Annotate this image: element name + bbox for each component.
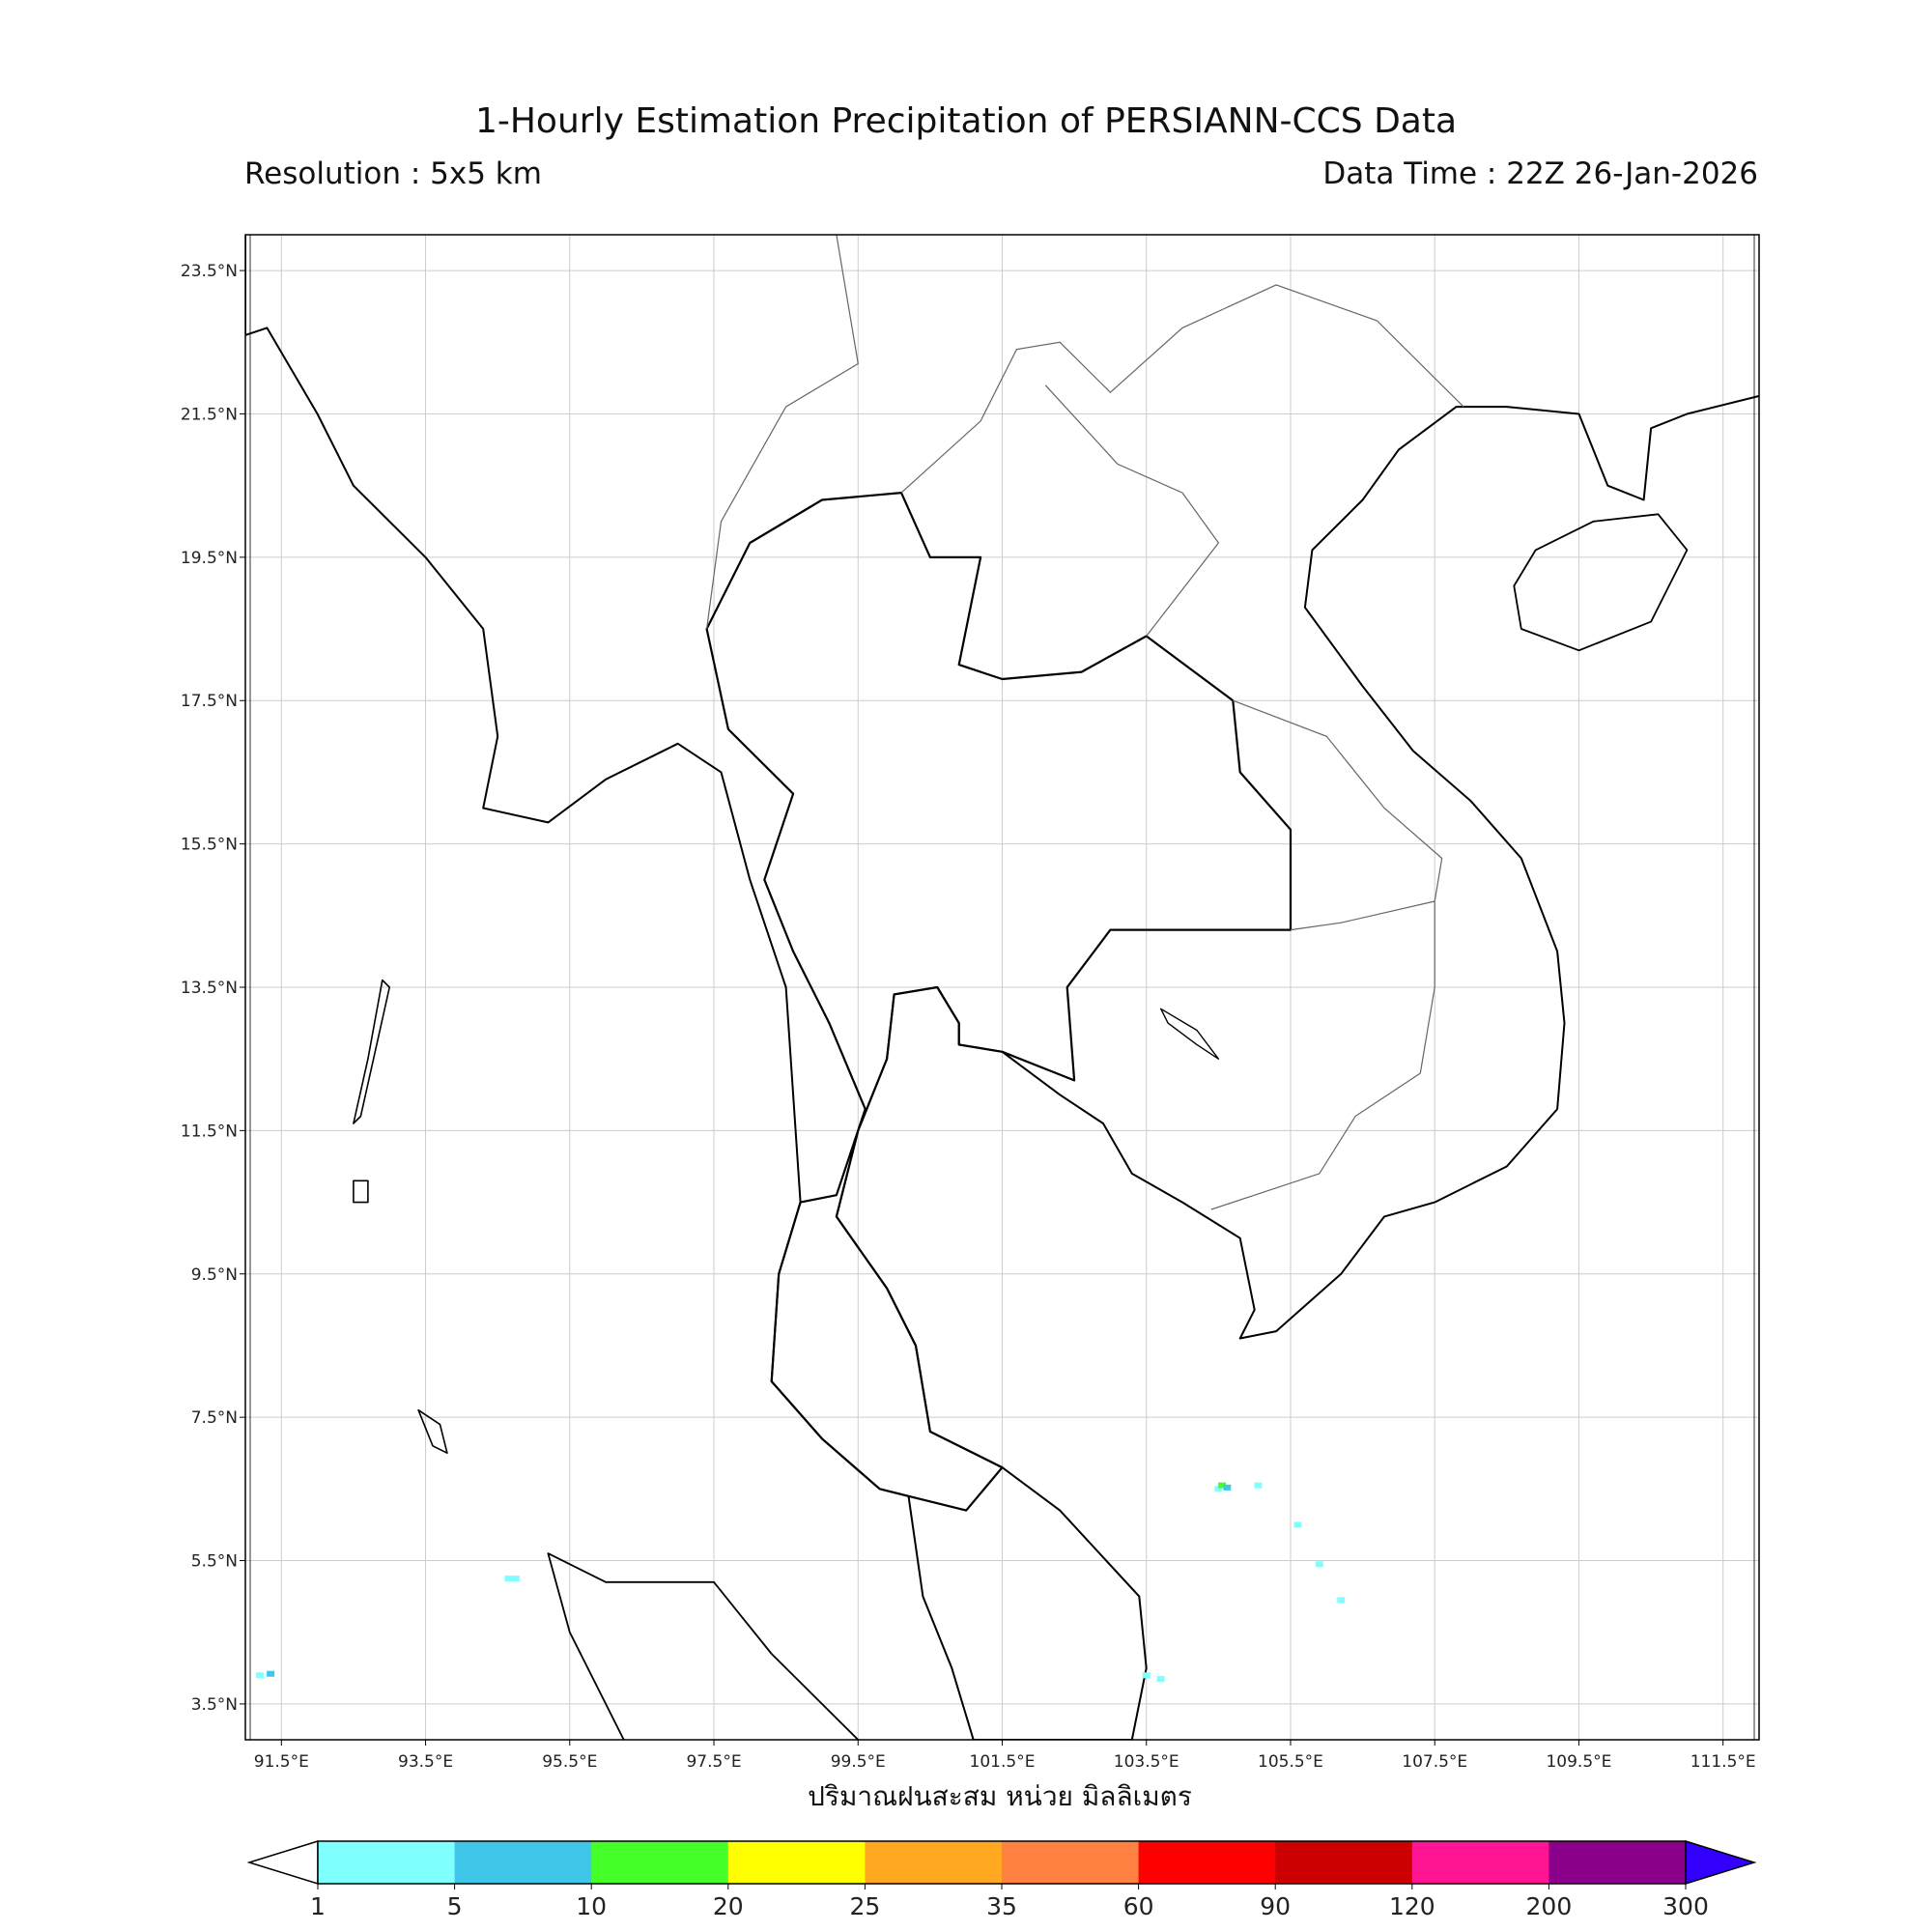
colorbar-segment bbox=[1275, 1841, 1413, 1884]
lat-tick-label: 13.5°N bbox=[181, 979, 238, 998]
precip-cell bbox=[267, 1670, 275, 1677]
colorbar-over-arrow bbox=[1685, 1839, 1757, 1886]
lat-tick-label: 5.5°N bbox=[191, 1552, 238, 1572]
coastline-andaman-islands bbox=[353, 979, 390, 1124]
colorbar-segment bbox=[454, 1841, 592, 1884]
lat-tick-label: 7.5°N bbox=[191, 1408, 238, 1428]
colorbar-tick-label: 60 bbox=[1123, 1892, 1154, 1920]
colorbar-tick-label: 90 bbox=[1260, 1892, 1291, 1920]
precip-cell bbox=[504, 1576, 513, 1582]
precip-cell bbox=[1293, 1521, 1302, 1528]
precip-cell bbox=[1315, 1561, 1323, 1568]
colorbar-segment bbox=[591, 1841, 729, 1884]
coastline-little-andaman bbox=[353, 1179, 369, 1204]
lat-tick-label: 15.5°N bbox=[181, 836, 238, 855]
lon-tick-label: 111.5°E bbox=[1690, 1752, 1756, 1772]
lat-tick-label: 9.5°N bbox=[191, 1265, 238, 1285]
colorbar-tick-label: 200 bbox=[1526, 1892, 1573, 1920]
lon-tick-label: 101.5°E bbox=[970, 1752, 1036, 1772]
precip-cell bbox=[1337, 1597, 1346, 1604]
precip-cell bbox=[1156, 1675, 1165, 1682]
lon-tick-label: 107.5°E bbox=[1402, 1752, 1467, 1772]
precip-cell bbox=[1223, 1484, 1232, 1491]
coastline-sumatra bbox=[547, 1552, 860, 1740]
lat-tick-label: 3.5°N bbox=[191, 1695, 238, 1715]
lon-tick-label: 93.5°E bbox=[398, 1752, 453, 1772]
lon-tick-label: 109.5°E bbox=[1546, 1752, 1611, 1772]
tonle-sap-lake bbox=[1160, 1008, 1220, 1060]
lon-tick-label: 99.5°E bbox=[831, 1752, 886, 1772]
resolution-label: Resolution : 5x5 km bbox=[244, 156, 542, 191]
colorbar-tick-label: 1 bbox=[310, 1892, 326, 1920]
precip-cell bbox=[255, 1672, 264, 1679]
colorbar-tick-label: 10 bbox=[576, 1892, 607, 1920]
colorbar-segment bbox=[1548, 1841, 1687, 1884]
border-laos-cambodia bbox=[1290, 900, 1435, 931]
chart-title: 1-Hourly Estimation Precipitation of PER… bbox=[474, 101, 1458, 141]
coastline-nicobar bbox=[417, 1408, 448, 1454]
precip-cell bbox=[1254, 1482, 1263, 1489]
data-time-label: Data Time : 22Z 26-Jan-2026 bbox=[1322, 156, 1758, 191]
lon-tick-label: 91.5°E bbox=[254, 1752, 309, 1772]
colorbar-tick-label: 120 bbox=[1389, 1892, 1435, 1920]
map-layer bbox=[245, 235, 1759, 1740]
lon-tick-label: 103.5°E bbox=[1114, 1752, 1179, 1772]
lat-tick-label: 19.5°N bbox=[181, 549, 238, 568]
lat-tick-label: 23.5°N bbox=[181, 262, 238, 281]
border-china-vietnam bbox=[900, 284, 1464, 494]
lat-tick-label: 17.5°N bbox=[181, 692, 238, 711]
colorbar-segment bbox=[1411, 1841, 1549, 1884]
colorbar-segment bbox=[318, 1841, 456, 1884]
coastline-mainland bbox=[245, 235, 1759, 1740]
lon-tick-label: 105.5°E bbox=[1258, 1752, 1323, 1772]
colorbar-tick-label: 25 bbox=[849, 1892, 880, 1920]
precip-cell bbox=[511, 1576, 520, 1582]
colorbar-segment bbox=[1138, 1841, 1276, 1884]
colorbar-segment bbox=[865, 1841, 1003, 1884]
colorbar-label: ปริมาณฝนสะสม หน่วย มิลลิเมตร bbox=[808, 1780, 1192, 1812]
lon-tick-label: 97.5°E bbox=[686, 1752, 741, 1772]
lat-tick-label: 21.5°N bbox=[181, 405, 238, 424]
colorbar-segment bbox=[1002, 1841, 1140, 1884]
colorbar-under-arrow bbox=[246, 1839, 319, 1886]
precip-cell bbox=[1142, 1672, 1151, 1679]
border-myanmar-china bbox=[706, 235, 859, 630]
lon-tick-label: 95.5°E bbox=[542, 1752, 597, 1772]
border-cambodia-vietnam bbox=[1210, 699, 1443, 1210]
colorbar-segment bbox=[727, 1841, 866, 1884]
thailand-border bbox=[705, 492, 1293, 1512]
border-laos-vietnam-north bbox=[1044, 384, 1220, 637]
colorbar-tick-label: 5 bbox=[447, 1892, 463, 1920]
colorbar-tick-label: 20 bbox=[713, 1892, 744, 1920]
precip-cell bbox=[1218, 1482, 1227, 1489]
colorbar-tick-label: 35 bbox=[986, 1892, 1017, 1920]
precip-cell bbox=[1214, 1486, 1223, 1492]
colorbar-tick-label: 300 bbox=[1662, 1892, 1709, 1920]
lat-tick-label: 11.5°N bbox=[181, 1122, 238, 1141]
coastline-hainan bbox=[1513, 513, 1689, 652]
